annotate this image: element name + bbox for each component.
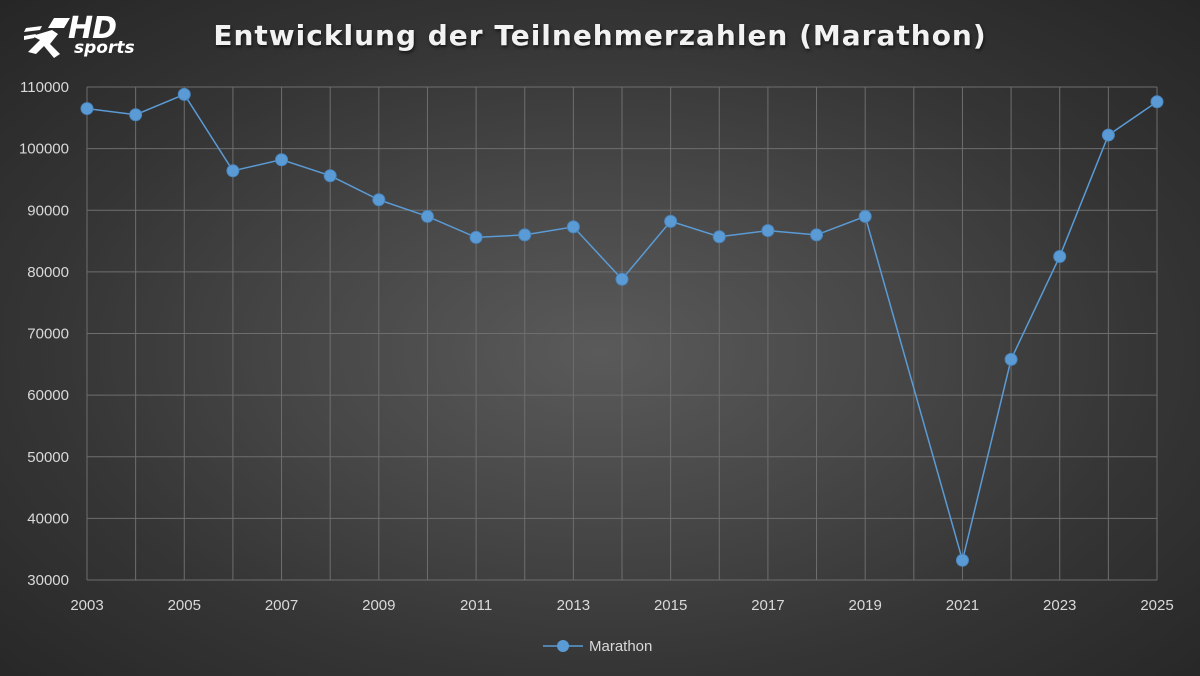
y-tick-label: 70000 [27,326,69,343]
logo-sports-text: sports [74,38,135,58]
data-point [129,108,143,122]
x-tick-label: 2009 [362,597,395,614]
data-point [1004,352,1018,366]
y-tick-label: 30000 [27,572,69,589]
x-tick-label: 2025 [1140,597,1173,614]
data-point [712,230,726,244]
y-tick-label: 40000 [27,510,69,527]
data-point [420,209,434,223]
y-tick-label: 80000 [27,264,69,281]
data-point [566,220,580,234]
data-point [1101,128,1115,142]
y-tick-label: 110000 [20,79,69,96]
grid-lines [86,86,1158,581]
data-point [80,102,94,116]
runner-icon [24,18,70,58]
x-tick-label: 2015 [654,597,687,614]
legend-label: Marathon [589,638,652,655]
x-tick-label: 2011 [460,597,492,614]
series-line [86,93,1158,564]
logo-hd-text: HD [68,11,117,46]
data-point [664,214,678,228]
y-tick-label: 50000 [27,449,69,466]
y-tick-label: 100000 [19,141,69,158]
chart-title: Entwicklung der Teilnehmerzahlen (Marath… [213,19,987,52]
data-point [323,169,337,183]
data-point [226,164,240,178]
legend[interactable]: Marathon [543,638,652,655]
data-point [858,209,872,223]
x-tick-label: 2023 [1043,597,1076,614]
x-tick-label: 2003 [70,597,103,614]
data-point [177,87,191,101]
data-point [275,153,289,167]
hd-sports-logo: HD sports [24,11,154,62]
y-tick-label: 60000 [27,387,69,404]
legend-marker [557,640,569,652]
data-point [810,228,824,242]
axis-labels: 30000 40000 50000 60000 70000 80000 90000 10000… [19,79,1174,614]
data-point [469,230,483,244]
x-tick-label: 2021 [946,597,979,614]
data-point [761,224,775,238]
x-tick-label: 2005 [168,597,201,614]
data-point [955,553,969,567]
x-tick-label: 2019 [848,597,881,614]
data-point [1053,249,1067,263]
x-tick-label: 2013 [557,597,590,614]
x-tick-label: 2017 [751,597,784,614]
series-marathon [80,87,1164,567]
x-tick-label: 2007 [265,597,298,614]
y-tick-label: 90000 [27,202,69,219]
data-point [518,228,532,242]
data-point [372,193,386,207]
data-point [615,272,629,286]
data-point [1150,95,1164,109]
